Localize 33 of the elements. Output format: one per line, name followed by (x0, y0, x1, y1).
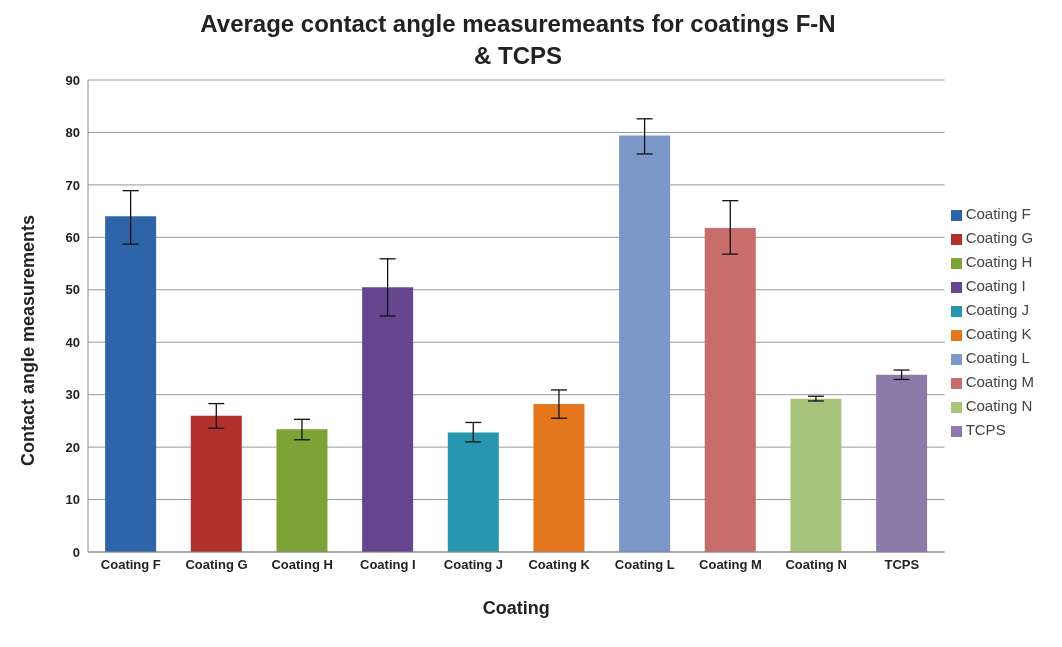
y-tick-label: 10 (65, 492, 80, 508)
x-axis-title: Coating (482, 598, 550, 618)
y-tick-label: 30 (65, 387, 80, 403)
y-axis-title: Contact angle measurements (18, 214, 39, 466)
legend-label: Coating G (965, 229, 1034, 246)
x-tick-label: Coating H (271, 557, 333, 573)
legend-label: Coating J (965, 301, 1029, 318)
legend-label: Coating L (965, 349, 1030, 366)
x-tick-label: Coating J (443, 557, 504, 573)
x-tick-label: Coating K (528, 557, 591, 573)
legend-label: Coating N (965, 397, 1033, 414)
legend-label: Coating K (965, 325, 1032, 342)
x-tick-label: TCPS (884, 557, 920, 573)
x-tick-label: Coating N (785, 557, 847, 573)
x-tick-label: Coating L (614, 557, 675, 573)
y-tick-label: 0 (72, 544, 80, 560)
x-tick-label: Coating M (699, 557, 762, 573)
y-tick-label: 50 (65, 282, 80, 298)
legend-label: Coating M (965, 373, 1034, 390)
legend-label: Coating F (965, 205, 1031, 222)
y-tick-label: 80 (65, 125, 80, 141)
legend-label: TCPS (965, 421, 1006, 438)
chart-title: Average contact angle measuremeants for coatings F-N & TCPS (199, 9, 837, 71)
x-tick-label: Coating I (360, 557, 416, 573)
legend-label: Coating I (965, 277, 1026, 294)
legend-label: Coating H (965, 253, 1033, 270)
y-tick-label: 20 (65, 439, 80, 455)
y-tick-label: 70 (65, 177, 80, 193)
y-tick-label: 60 (65, 229, 80, 245)
y-tick-label: 40 (65, 334, 80, 350)
x-tick-label: Coating F (100, 557, 161, 573)
y-tick-label: 90 (65, 72, 80, 88)
x-tick-label: Coating G (185, 557, 248, 573)
